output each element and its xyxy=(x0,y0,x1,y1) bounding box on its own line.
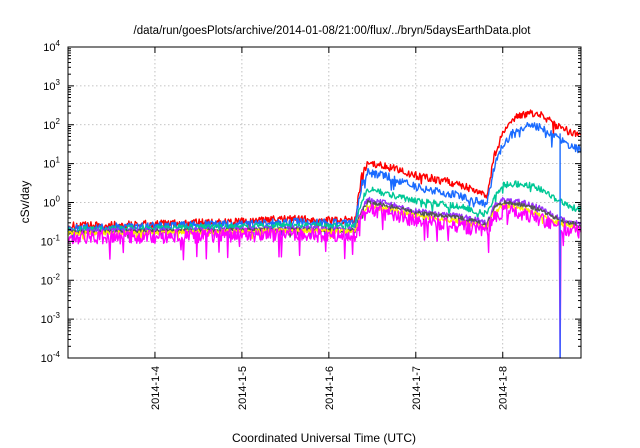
y-axis-label: cSv/day xyxy=(18,181,32,224)
x-tick-label: 2014-1-8 xyxy=(498,366,510,410)
series-line-1 xyxy=(67,109,582,236)
y-tick-label: 10-3 xyxy=(41,311,61,326)
series-line-2 xyxy=(67,122,582,243)
series-line-3 xyxy=(68,180,582,240)
x-tick-label: 2014-1-7 xyxy=(411,366,423,410)
y-tick-labels: 10-4 10-3 10-2 10-1 100 101 102 103 104 xyxy=(41,39,61,365)
y-tick-label: 102 xyxy=(43,117,60,132)
y-tick-label: 10-2 xyxy=(41,272,61,287)
y-tick-label: 10-4 xyxy=(41,350,61,365)
x-tick-label: 2014-1-4 xyxy=(150,366,162,410)
y-tick-label: 10-1 xyxy=(41,233,61,248)
y-tick-label: 101 xyxy=(43,156,60,171)
chart-title: /data/run/goesPlots/archive/2014-01-08/2… xyxy=(134,25,532,37)
x-tick-labels: 2014-1-4 2014-1-5 2014-1-6 2014-1-7 2014-1-8 xyxy=(150,366,510,410)
grid xyxy=(68,47,581,358)
x-axis-label: Coordinated Universal Time (UTC) xyxy=(232,431,416,445)
ticks xyxy=(68,46,581,359)
y-tick-label: 104 xyxy=(43,39,60,54)
x-tick-label: 2014-1-5 xyxy=(237,366,249,410)
x-tick-label: 2014-1-6 xyxy=(324,366,336,410)
y-tick-label: 100 xyxy=(43,195,60,210)
y-tick-label: 103 xyxy=(43,78,60,93)
series-layer xyxy=(67,109,582,359)
series-line-7 xyxy=(67,203,582,359)
